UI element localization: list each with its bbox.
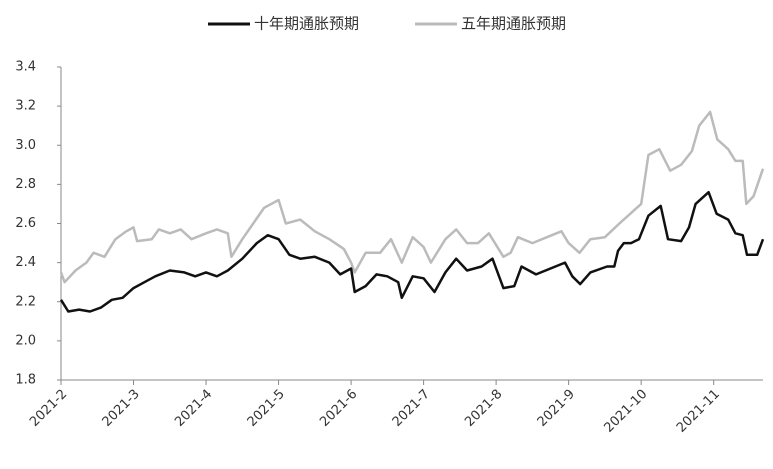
y-tick-label: 1.8 [15,373,36,388]
series-line [59,110,765,284]
series-line [59,190,765,313]
x-tick-label: 2021-11 [674,387,723,436]
legend-label: 十年期通胀预期 [254,15,359,33]
x-tick-label: 2021-6 [317,387,360,430]
y-tick-label: 2.6 [15,216,36,231]
x-tick-label: 2021-5 [245,387,288,430]
y-tick-label: 3.2 [15,99,36,114]
x-tick-label: 2021-8 [462,387,505,430]
x-tick-label: 2021-4 [172,387,215,430]
y-tick-label: 2.0 [15,333,36,348]
x-tick-label: 2021-9 [535,387,578,430]
y-tick-label: 3.4 [15,60,36,75]
y-tick-label: 2.4 [15,255,36,270]
y-tick-label: 2.8 [15,177,36,192]
y-tick-label: 3.0 [15,138,36,153]
x-tick-label: 2021-7 [390,387,433,430]
legend-label: 五年期通胀预期 [461,15,566,33]
y-tick-label: 2.2 [15,294,36,309]
x-tick-label: 2021-10 [601,387,650,436]
x-tick-label: 2021-2 [27,387,70,430]
x-tick-label: 2021-3 [100,387,143,430]
